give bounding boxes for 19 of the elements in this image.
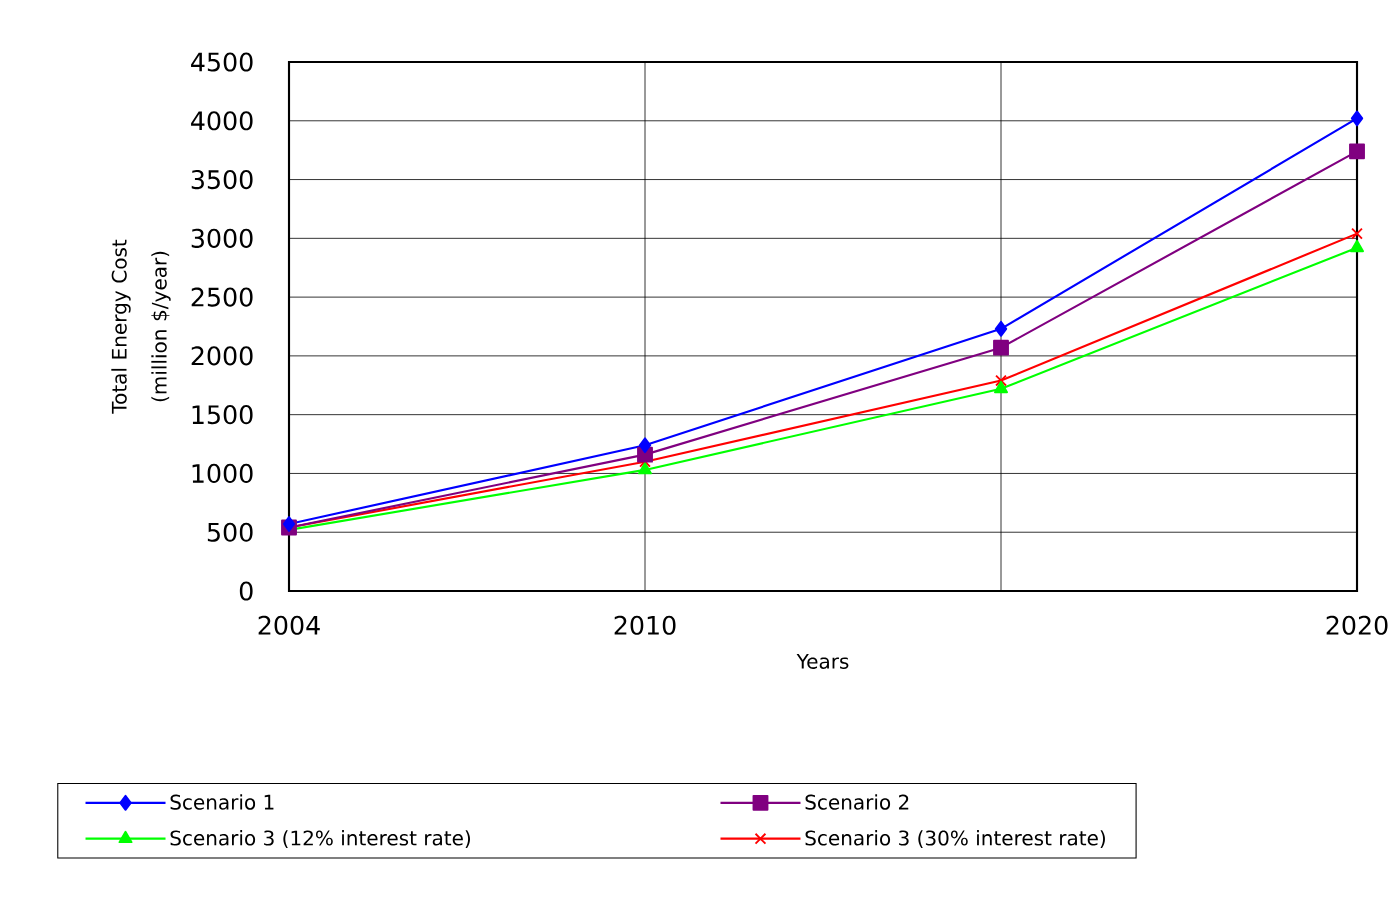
y-tick-label: 1500 (192, 405, 253, 425)
legend-label: Scenario 3 (12% interest rate) (170, 830, 471, 848)
y-tick-label: 2000 (191, 346, 253, 366)
y-tick-label: 2500 (191, 287, 253, 307)
y-axis-title: Total Energy Cost (million $/year) (111, 239, 171, 414)
y-tick-label: 1000 (192, 463, 253, 484)
y-tick-label: 3000 (191, 228, 253, 248)
x-tick-label: 2020 (1326, 615, 1388, 635)
legend-label: Scenario 2 (805, 794, 909, 810)
legend-label: Scenario 3 (30% interest rate) (805, 830, 1105, 848)
y-tick-label: 3500 (191, 169, 253, 190)
y-tick-label: 0 (239, 581, 253, 601)
x-axis-title: Years (796, 654, 849, 669)
y-tick-label: 4000 (191, 111, 253, 131)
y-tick-label: 4500 (191, 52, 253, 72)
x-tick-label: 2010 (614, 615, 676, 635)
y-tick-label: 500 (207, 522, 253, 542)
x-tick-label: 2004 (258, 615, 320, 635)
legend-label: Scenario 1 (170, 794, 274, 810)
